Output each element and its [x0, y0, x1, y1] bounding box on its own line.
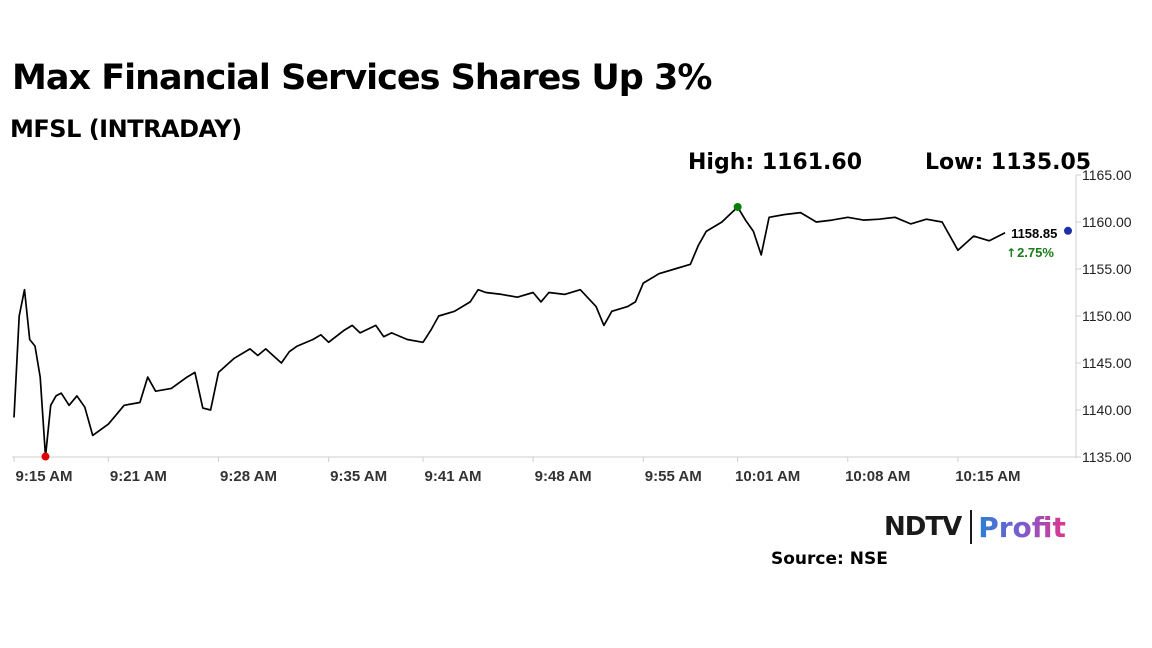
x-tick-label: 9:55 AM — [645, 468, 702, 485]
y-axis-ticks: 1165.00 1160.00 1155.00 1150.00 1145.00 1140.… — [1076, 167, 1132, 465]
x-tick-label: 10:01 AM — [735, 468, 800, 485]
y-tick-label: 1155.00 — [1082, 261, 1132, 277]
y-tick-label: 1135.00 — [1082, 449, 1132, 465]
y-tick-label: 1165.00 — [1082, 167, 1132, 183]
logo-ndtv-text: NDTV — [884, 512, 962, 542]
y-tick-label: 1160.00 — [1082, 214, 1132, 230]
change-indicator: ↑ 2.75% — [1006, 245, 1054, 260]
low-stat: Low: 1135.05 — [925, 150, 1092, 175]
last-marker — [1064, 226, 1072, 235]
change-percent: 2.75% — [1017, 245, 1054, 260]
x-tick-label: 9:41 AM — [425, 468, 482, 485]
high-marker — [733, 202, 742, 211]
source-note: Source: NSE — [771, 549, 888, 569]
ndtv-profit-logo: NDTV Profit — [884, 510, 1066, 544]
x-tick-label: 9:15 AM — [16, 468, 73, 485]
price-line — [13, 206, 1006, 458]
x-tick-label: 10:15 AM — [955, 468, 1020, 485]
logo-divider — [970, 510, 973, 544]
y-tick-label: 1140.00 — [1082, 402, 1132, 418]
chart-subtitle: MFSL (INTRADAY) — [10, 115, 242, 143]
x-tick-label: 9:21 AM — [110, 468, 167, 485]
y-tick-label: 1150.00 — [1082, 308, 1132, 324]
x-tick-label: 9:48 AM — [535, 468, 592, 485]
logo-profit-text: Profit — [978, 510, 1066, 544]
x-tick-label: 9:28 AM — [220, 468, 277, 485]
high-stat: High: 1161.60 — [688, 150, 863, 175]
chart-title: Max Financial Services Shares Up 3% — [12, 58, 712, 98]
up-arrow-icon: ↑ — [1006, 246, 1016, 260]
last-price-label: 1158.85 — [1011, 226, 1057, 241]
y-tick-label: 1145.00 — [1082, 355, 1132, 371]
low-marker — [41, 452, 50, 461]
x-tick-label: 10:08 AM — [845, 468, 910, 485]
x-axis-ticks: 9:15 AM 9:21 AM 9:28 AM 9:35 AM 9:41 AM 9:48 … — [13, 457, 1021, 485]
x-tick-label: 9:35 AM — [330, 468, 387, 485]
